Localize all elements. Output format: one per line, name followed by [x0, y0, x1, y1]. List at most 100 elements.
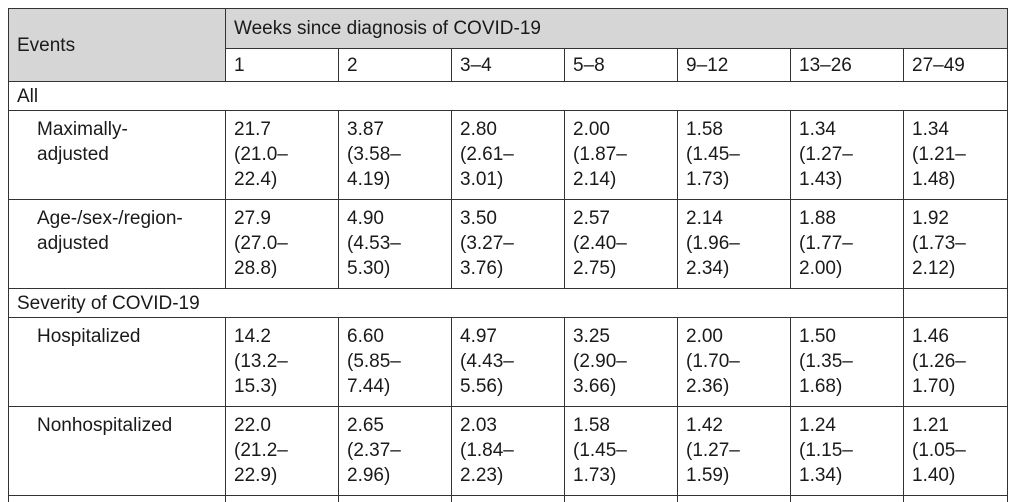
confidence-interval: (2.61– — [460, 142, 556, 167]
estimate: 1.42 — [686, 413, 782, 438]
row-label-line: adjusted — [37, 231, 217, 256]
value-cell: 22.0(21.2–22.9) — [226, 407, 339, 496]
confidence-interval: 1.34) — [799, 463, 895, 488]
column-header: 27–49 — [904, 49, 1008, 82]
estimate: 2.57 — [573, 206, 669, 231]
confidence-interval: 1.59) — [686, 463, 782, 488]
section-title: All — [9, 82, 1008, 111]
confidence-interval: (2.37– — [347, 438, 443, 463]
value-cell: 1.50(1.35–1.68) — [791, 318, 904, 407]
confidence-interval: 2.75) — [573, 256, 669, 281]
confidence-interval: 4.19) — [347, 167, 443, 192]
confidence-interval: (1.96– — [686, 231, 782, 256]
confidence-interval: 3.76) — [460, 256, 556, 281]
row-label: Maximally-adjusted — [9, 111, 226, 200]
estimate: 3.50 — [460, 206, 556, 231]
confidence-interval: (1.27– — [799, 142, 895, 167]
value-cell: 27.9(27.0–28.8) — [226, 200, 339, 289]
row-label-line: adjusted — [37, 142, 217, 167]
confidence-interval: 5.56) — [460, 374, 556, 399]
confidence-interval: 2.34) — [686, 256, 782, 281]
estimate: 27.9 — [234, 206, 330, 231]
confidence-interval: (1.15– — [799, 438, 895, 463]
continuation-row — [9, 496, 1008, 502]
confidence-interval: (1.27– — [686, 438, 782, 463]
confidence-interval: (1.45– — [573, 438, 669, 463]
confidence-interval: 1.48) — [912, 167, 999, 192]
column-header: 3–4 — [452, 49, 565, 82]
confidence-interval: 1.73) — [573, 463, 669, 488]
confidence-interval: 22.4) — [234, 167, 330, 192]
confidence-interval: (1.87– — [573, 142, 669, 167]
confidence-interval: (1.73– — [912, 231, 999, 256]
value-cell: 21.7(21.0–22.4) — [226, 111, 339, 200]
value-cell: 14.2(13.2–15.3) — [226, 318, 339, 407]
estimate: 2.00 — [686, 324, 782, 349]
estimate: 1.50 — [799, 324, 895, 349]
confidence-interval: (3.58– — [347, 142, 443, 167]
confidence-interval: 2.23) — [460, 463, 556, 488]
estimate: 1.21 — [912, 413, 999, 438]
empty-cell — [678, 496, 791, 502]
confidence-interval: 15.3) — [234, 374, 330, 399]
value-cell: 1.34(1.27–1.43) — [791, 111, 904, 200]
estimate: 3.25 — [573, 324, 669, 349]
estimate: 1.58 — [573, 413, 669, 438]
empty-cell — [904, 289, 1008, 318]
confidence-interval: (4.53– — [347, 231, 443, 256]
value-cell: 4.90(4.53–5.30) — [339, 200, 452, 289]
empty-cell — [565, 496, 678, 502]
estimate: 21.7 — [234, 117, 330, 142]
row-label: Age-/sex-/region-adjusted — [9, 200, 226, 289]
value-cell: 1.58(1.45–1.73) — [678, 111, 791, 200]
empty-cell — [9, 496, 226, 502]
confidence-interval: (1.70– — [686, 349, 782, 374]
confidence-interval: 3.66) — [573, 374, 669, 399]
confidence-interval: 1.68) — [799, 374, 895, 399]
estimate: 2.65 — [347, 413, 443, 438]
confidence-interval: (1.84– — [460, 438, 556, 463]
estimate: 2.80 — [460, 117, 556, 142]
value-cell: 3.50(3.27–3.76) — [452, 200, 565, 289]
empty-cell — [791, 496, 904, 502]
confidence-interval: (1.21– — [912, 142, 999, 167]
estimate: 14.2 — [234, 324, 330, 349]
value-cell: 1.46(1.26–1.70) — [904, 318, 1008, 407]
weeks-header: Weeks since diagnosis of COVID-19 — [226, 9, 1008, 49]
confidence-interval: (1.26– — [912, 349, 999, 374]
confidence-interval: 1.70) — [912, 374, 999, 399]
confidence-interval: 28.8) — [234, 256, 330, 281]
value-cell: 2.00(1.70–2.36) — [678, 318, 791, 407]
estimate: 2.14 — [686, 206, 782, 231]
estimate: 4.90 — [347, 206, 443, 231]
confidence-interval: 2.00) — [799, 256, 895, 281]
confidence-interval: (1.35– — [799, 349, 895, 374]
confidence-interval: (2.90– — [573, 349, 669, 374]
confidence-interval: 7.44) — [347, 374, 443, 399]
confidence-interval: (1.77– — [799, 231, 895, 256]
column-header: 2 — [339, 49, 452, 82]
value-cell: 1.42(1.27–1.59) — [678, 407, 791, 496]
value-cell: 1.34(1.21–1.48) — [904, 111, 1008, 200]
row-label: Hospitalized — [9, 318, 226, 407]
confidence-interval: 1.73) — [686, 167, 782, 192]
value-cell: 1.88(1.77–2.00) — [791, 200, 904, 289]
confidence-interval: (3.27– — [460, 231, 556, 256]
value-cell: 3.87(3.58–4.19) — [339, 111, 452, 200]
estimate: 1.34 — [799, 117, 895, 142]
confidence-interval: (1.45– — [686, 142, 782, 167]
confidence-interval: (13.2– — [234, 349, 330, 374]
confidence-interval: (21.0– — [234, 142, 330, 167]
empty-cell — [339, 496, 452, 502]
section-row: All — [9, 82, 1008, 111]
row-label-line: Maximally- — [37, 117, 217, 142]
section-title: Severity of COVID-19 — [9, 289, 904, 318]
empty-cell — [452, 496, 565, 502]
estimate: 1.92 — [912, 206, 999, 231]
confidence-interval: (4.43– — [460, 349, 556, 374]
estimate: 1.24 — [799, 413, 895, 438]
confidence-interval: 22.9) — [234, 463, 330, 488]
confidence-interval: 2.36) — [686, 374, 782, 399]
